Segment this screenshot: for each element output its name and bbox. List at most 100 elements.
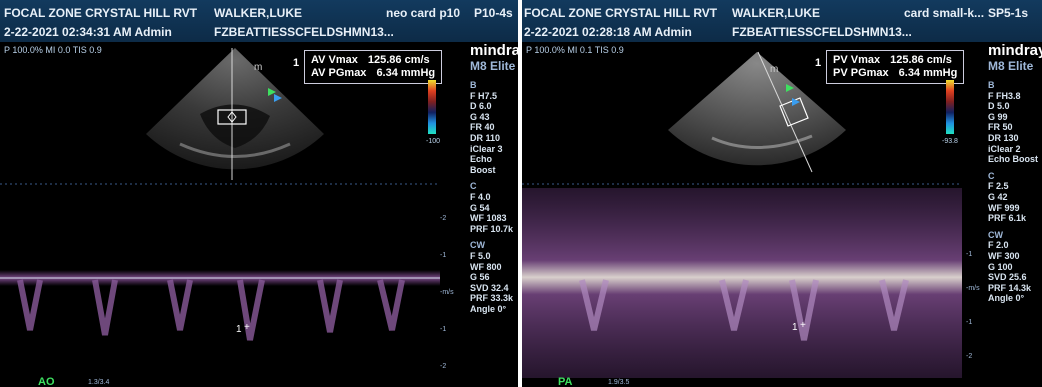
right-power-line: P 100.0% MI 0.1 TIS 0.9 (526, 45, 624, 55)
right-cw-mode-header: CW (988, 229, 1003, 240)
left-probe: P10-4s (474, 6, 513, 20)
right-cw-param: WF 300 (988, 250, 1020, 261)
right-b-param: Echo Boost (988, 154, 1039, 165)
right-brand-logo: mindray (988, 42, 1042, 59)
right-probe: SP5-1s (988, 6, 1029, 20)
left-cw-param: SVD 32.4 (470, 282, 509, 293)
svg-text:m: m (770, 64, 778, 75)
right-b-param: DR 130 (988, 132, 1019, 143)
right-parameters: B F FH3.8 D 5.0 G 99 FR 50 DR 130 iClear… (988, 80, 1038, 304)
left-cw-param: F 5.0 (470, 250, 491, 261)
right-cw-param: SVD 25.6 (988, 272, 1027, 283)
left-model: M8 Elite (470, 59, 516, 73)
left-b-param: D 6.0 (470, 101, 492, 112)
left-b-param: F H7.5 (470, 90, 498, 101)
left-b-param: FR 40 (470, 122, 495, 133)
right-footer: 1.9/3.5 (608, 379, 630, 386)
right-measurement-index: 1 (815, 57, 822, 69)
right-cw-param: PRF 14.3k (988, 282, 1032, 293)
left-cw-param: Angle 0° (470, 303, 507, 314)
left-doppler-spectrum: 1 + (0, 183, 440, 341)
right-tick: -1 (966, 319, 973, 326)
left-meas1-value: 125.86 cm/s (367, 54, 430, 66)
right-b-param: G 99 (988, 111, 1008, 122)
right-b-mode-header: B (988, 80, 995, 90)
right-cw-param: G 100 (988, 261, 1013, 272)
right-scale-min: -93.8 (942, 138, 958, 145)
right-c-param: F 2.5 (988, 181, 1009, 192)
left-c-param: WF 1083 (470, 213, 507, 224)
right-measurement-box: 1 PV Vmax 125.86 cm/s PV PGmax 6.34 mmHg (815, 50, 965, 84)
right-meas2-label: PV PGmax (833, 67, 889, 79)
left-scale-min: -100 (426, 138, 441, 145)
left-datetime: 2-22-2021 02:34:31 AM Admin (4, 25, 172, 39)
right-b-param: iClear 2 (988, 143, 1021, 154)
right-doppler-spectrum: 1 + (522, 183, 962, 378)
right-header-bar: FOCAL ZONE CRYSTAL HILL RVT WALKER,LUKE … (522, 0, 1042, 42)
right-b-param: D 5.0 (988, 101, 1010, 112)
left-meas1-label: AV Vmax (311, 54, 358, 66)
left-footer: 1.3/3.4 (88, 379, 110, 386)
right-meas2-value: 6.34 mmHg (898, 67, 958, 79)
right-2d-sector-image: m (668, 51, 846, 173)
right-ultrasound-panel: FOCAL ZONE CRYSTAL HILL RVT WALKER,LUKE … (522, 0, 1042, 387)
right-facility: FOCAL ZONE CRYSTAL HILL RVT (524, 6, 718, 20)
svg-text:+: + (800, 320, 806, 331)
left-cw-param: WF 800 (470, 261, 502, 272)
right-exam-preset: card small-k... (904, 6, 985, 20)
svg-text:+: + (244, 322, 250, 333)
right-c-param: G 42 (988, 191, 1008, 202)
left-cw-param: PRF 33.3k (470, 293, 514, 304)
right-c-param: WF 999 (988, 202, 1020, 213)
left-operator: FZBEATTIESSCFELDSHMN13... (214, 25, 394, 39)
left-facility: FOCAL ZONE CRYSTAL HILL RVT (4, 6, 198, 20)
right-color-scale-bar (946, 80, 954, 134)
left-brand-logo: mindray (470, 42, 518, 59)
left-ultrasound-panel: FOCAL ZONE CRYSTAL HILL RVT WALKER,LUKE … (0, 0, 518, 387)
right-tick: -m/s (966, 285, 980, 292)
left-view-tag: AO (38, 376, 55, 387)
right-velocity-ticks: -1 -m/s -1 -2 (966, 238, 980, 374)
left-cw-mode-header: CW (470, 240, 485, 251)
left-parameters: B F H7.5 D 6.0 G 43 FR 40 DR 110 iClear … (470, 80, 518, 314)
left-tick: -1 (440, 326, 447, 333)
left-2d-sector-image: m (146, 48, 324, 180)
right-model: M8 Elite (988, 59, 1034, 73)
left-b-mode-header: B (470, 80, 477, 90)
left-b-param: G 43 (470, 111, 490, 122)
left-color-mode-header: C (470, 181, 477, 192)
left-tick: -m/s (440, 289, 454, 296)
left-color-scale-bar (428, 80, 436, 134)
left-b-param: DR 110 (470, 132, 501, 143)
right-meas1-value: 125.86 cm/s (890, 54, 952, 66)
left-cursor-label: 1 (236, 324, 242, 335)
right-tick: -1 (966, 251, 973, 258)
right-datetime: 2-22-2021 02:28:18 AM Admin (524, 25, 692, 39)
left-b-param: Echo Boost (470, 154, 496, 175)
left-exam-preset: neo card p10 (386, 6, 461, 20)
left-cw-param: G 56 (470, 272, 490, 283)
left-c-param: PRF 10.7k (470, 223, 514, 234)
left-tick: -1 (440, 252, 447, 259)
left-header-bar: FOCAL ZONE CRYSTAL HILL RVT WALKER,LUKE … (0, 0, 518, 42)
right-view-tag: PA (558, 376, 573, 387)
left-c-param: G 54 (470, 202, 490, 213)
left-measurement-box: 1 AV Vmax 125.86 cm/s AV PGmax 6.34 mmHg (293, 50, 443, 84)
right-patient-name: WALKER,LUKE (732, 6, 820, 20)
left-tick: -2 (440, 215, 447, 222)
left-patient-name: WALKER,LUKE (214, 6, 302, 20)
right-cw-param: Angle 0° (988, 293, 1025, 304)
left-b-param: iClear 3 (470, 143, 503, 154)
left-meas2-label: AV PGmax (311, 67, 367, 79)
panel-divider (518, 0, 522, 387)
left-measurement-index: 1 (293, 57, 300, 69)
right-cursor-label: 1 (792, 322, 798, 333)
right-operator: FZBEATTIESSCFELDSHMN13... (732, 25, 912, 39)
svg-text:m: m (254, 62, 262, 73)
right-c-param: PRF 6.1k (988, 213, 1027, 224)
right-b-param: FR 50 (988, 122, 1013, 133)
right-b-param: F FH3.8 (988, 90, 1021, 101)
right-color-mode-header: C (988, 170, 995, 181)
left-velocity-ticks: -2 -1 -m/s -1 -2 (440, 200, 454, 385)
left-c-param: F 4.0 (470, 191, 491, 202)
